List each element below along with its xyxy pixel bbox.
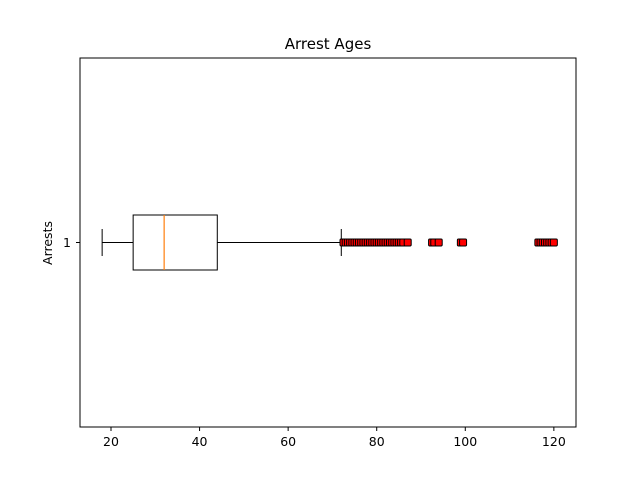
x-tick-label: 120 (542, 434, 566, 449)
x-tick-label: 40 (192, 434, 208, 449)
iqr-box (132, 214, 218, 271)
chart-title: Arrest Ages (285, 35, 372, 53)
outlier-marker (549, 238, 558, 247)
y-tick-label: 1 (63, 235, 71, 250)
y-axis-label: Arrests (40, 221, 55, 265)
x-tick-label: 80 (369, 434, 385, 449)
outlier-marker (459, 238, 468, 247)
x-tick-label: 60 (280, 434, 296, 449)
plot-layer: 20 40 60 80 100 120 1 (63, 214, 566, 449)
outlier-marker (434, 238, 443, 247)
outlier-marker (403, 238, 412, 247)
x-tick-label: 20 (103, 434, 119, 449)
x-tick-label: 100 (453, 434, 477, 449)
plot-frame (79, 57, 577, 428)
